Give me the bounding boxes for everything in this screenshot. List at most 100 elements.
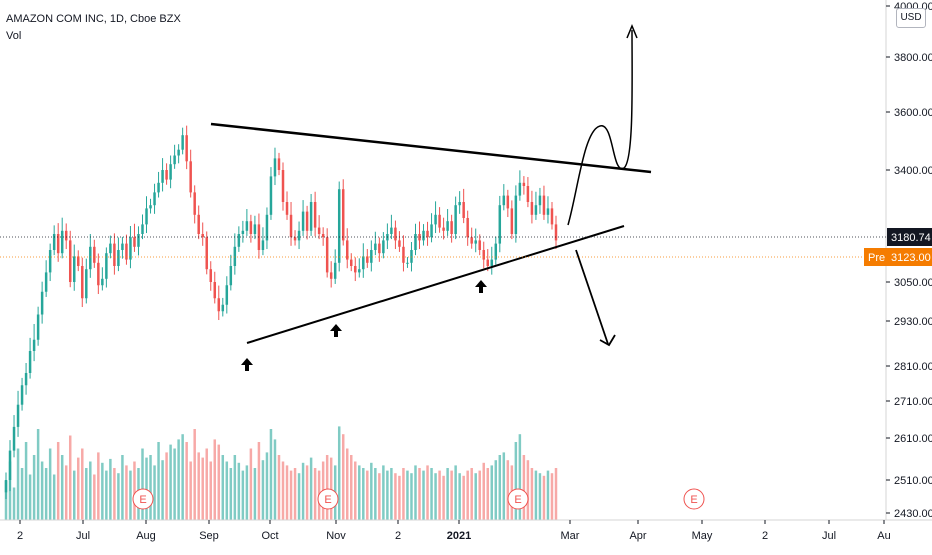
candle-body <box>277 158 281 170</box>
volume-bar <box>554 468 558 520</box>
price-tick-label: 2810.00 <box>894 361 932 373</box>
candle-body <box>546 208 550 215</box>
candle-body <box>185 135 188 162</box>
candle-body <box>502 195 506 206</box>
candles-layer <box>4 125 558 499</box>
candle-body <box>225 285 229 305</box>
volume-bar <box>117 473 120 520</box>
price-axis[interactable]: 4000.003800.003600.003400.003050.002930.… <box>886 1 932 520</box>
candle-body <box>221 304 225 312</box>
volume-bar <box>73 470 76 520</box>
volume-bar <box>229 468 233 520</box>
candle-body <box>169 164 172 180</box>
candle-body <box>265 214 269 241</box>
volume-bar <box>309 457 313 520</box>
earnings-marker[interactable]: E <box>683 488 705 510</box>
candle-body <box>289 214 293 238</box>
candle-body <box>422 230 425 241</box>
volume-bar <box>518 434 522 520</box>
volume-bar <box>40 461 44 520</box>
earnings-circle-icon <box>132 488 154 510</box>
volume-bar <box>341 434 345 520</box>
candle-body <box>8 450 12 480</box>
premarket-price-tag[interactable] <box>864 248 932 266</box>
candle-body <box>113 243 116 266</box>
volume-bar <box>382 465 385 520</box>
candle-body <box>129 237 132 260</box>
volume-bar <box>24 442 28 520</box>
earnings-marker[interactable]: E <box>317 488 339 510</box>
volume-bar <box>173 448 176 520</box>
candle-body <box>60 230 64 254</box>
volume-bar <box>4 481 8 520</box>
last-price-value: 3180.74 <box>891 232 931 244</box>
volume-bar <box>337 426 341 520</box>
volume-bar <box>64 465 68 520</box>
volume-bar <box>181 434 184 520</box>
volume-bar <box>458 473 461 520</box>
volume-bar <box>526 460 530 520</box>
time-tick-label: Aug <box>136 530 156 542</box>
volume-bar <box>28 474 32 520</box>
candle-body <box>414 234 417 250</box>
candle-body <box>149 205 152 209</box>
price-tags: 3180.74 Pre 3123.00 <box>0 228 932 266</box>
volume-bar <box>486 468 489 520</box>
volume-bar <box>434 473 437 520</box>
candle-body <box>394 227 397 241</box>
candle-body <box>193 192 196 215</box>
candle-body <box>301 211 305 231</box>
volume-bar <box>153 465 156 520</box>
earnings-marker[interactable]: E <box>132 488 154 510</box>
volume-bar <box>48 448 52 520</box>
candle-body <box>534 205 538 215</box>
candle-body <box>398 240 401 247</box>
candle-body <box>201 234 204 238</box>
currency-badge[interactable]: USD <box>896 8 926 28</box>
candle-body <box>285 202 289 215</box>
candle-body <box>313 202 317 228</box>
volume-bar <box>281 461 285 520</box>
last-price-tag[interactable] <box>887 228 932 246</box>
candle-body <box>333 262 337 279</box>
candle-body <box>249 221 253 234</box>
drawings-layer <box>210 24 652 371</box>
candle-body <box>81 266 84 299</box>
volume-bar <box>109 458 112 520</box>
volume-bar <box>289 470 293 520</box>
candle-body <box>109 243 112 254</box>
volume-bar <box>273 439 277 520</box>
candle-body <box>40 291 44 315</box>
volume-bar <box>105 470 108 520</box>
earnings-marker[interactable]: E <box>507 488 529 510</box>
support-arrow-icon <box>241 358 253 371</box>
volume-bar <box>474 473 477 520</box>
volume-bar <box>514 442 518 520</box>
volume-bar <box>205 448 208 520</box>
volume-indicator-label[interactable]: Vol <box>6 30 22 42</box>
volume-bar <box>313 468 317 520</box>
lower-trendline[interactable] <box>246 225 625 344</box>
volume-bar <box>374 468 377 520</box>
earnings-marker-label: E <box>324 494 331 506</box>
volume-bar <box>482 462 485 520</box>
candle-body <box>494 243 498 260</box>
volume-bar <box>129 470 132 520</box>
volume-bar <box>241 470 245 520</box>
time-axis[interactable]: 2 Jul Aug Sep Oct Nov 2 2021 Mar Apr May 2 Jul Au <box>17 520 891 542</box>
bearish-projection-path[interactable] <box>575 249 609 345</box>
volume-bar <box>197 452 200 520</box>
candle-body <box>297 230 301 241</box>
time-tick-label: Nov <box>326 530 346 542</box>
upper-trendline[interactable] <box>210 122 652 174</box>
time-tick-label: May <box>692 530 713 542</box>
volume-bar <box>125 465 128 520</box>
volume-bar <box>478 470 481 520</box>
volume-bar <box>530 468 534 520</box>
bullish-projection-path[interactable] <box>567 29 633 226</box>
candle-body <box>538 195 542 206</box>
candle-body <box>522 182 526 186</box>
candle-body <box>28 351 32 373</box>
